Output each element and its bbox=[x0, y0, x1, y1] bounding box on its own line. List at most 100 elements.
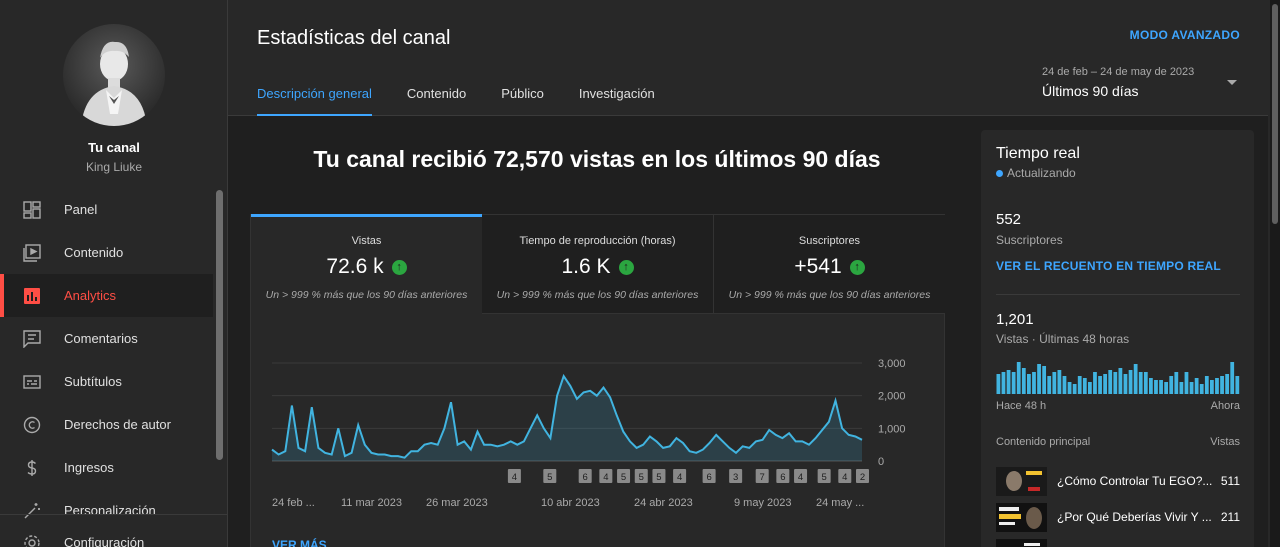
see-more-link[interactable]: VER MÁS bbox=[272, 537, 327, 547]
realtime-bar[interactable] bbox=[1143, 372, 1148, 394]
sidebar-scrollbar[interactable] bbox=[216, 190, 223, 460]
realtime-bar[interactable] bbox=[1052, 372, 1057, 394]
realtime-bar[interactable] bbox=[1103, 374, 1108, 394]
realtime-bar[interactable] bbox=[1149, 378, 1153, 394]
realtime-bar[interactable] bbox=[1088, 382, 1092, 394]
metric-value-row: +541 ↑ bbox=[714, 255, 945, 279]
realtime-bar[interactable] bbox=[1215, 378, 1219, 394]
realtime-bar[interactable] bbox=[1001, 372, 1006, 394]
realtime-bar[interactable] bbox=[1138, 372, 1143, 394]
realtime-bar[interactable] bbox=[1072, 384, 1077, 394]
realtime-bar[interactable] bbox=[1011, 372, 1016, 394]
video-count-marker[interactable] bbox=[838, 469, 852, 483]
realtime-subscribers-value: 552 bbox=[996, 211, 1022, 228]
metric-tab-views[interactable]: Vistas 72.6 k ↑ Un > 999 % más que los 9… bbox=[251, 214, 483, 314]
sidebar-item-earn[interactable]: Ingresos bbox=[0, 446, 213, 489]
realtime-bar[interactable] bbox=[1164, 382, 1169, 394]
realtime-bar[interactable] bbox=[1118, 368, 1123, 394]
realtime-bar[interactable] bbox=[1047, 376, 1052, 394]
realtime-bar[interactable] bbox=[1210, 380, 1214, 394]
realtime-bar[interactable] bbox=[1230, 362, 1235, 394]
sidebar-item-subtitles[interactable]: Subtítulos bbox=[0, 360, 213, 403]
realtime-bar[interactable] bbox=[1016, 362, 1021, 394]
video-count-marker[interactable] bbox=[634, 469, 648, 483]
channel-avatar[interactable] bbox=[63, 24, 165, 126]
realtime-bar[interactable] bbox=[1027, 374, 1031, 394]
video-count-marker[interactable] bbox=[673, 469, 687, 483]
realtime-bar[interactable] bbox=[1220, 376, 1224, 394]
realtime-bar[interactable] bbox=[1032, 372, 1036, 394]
video-count-marker[interactable] bbox=[755, 469, 769, 483]
video-count-label: 5 bbox=[822, 472, 827, 483]
realtime-bar[interactable] bbox=[1113, 372, 1118, 394]
date-range-text[interactable]: 24 de feb – 24 de may de 2023 bbox=[1042, 66, 1195, 78]
metric-tab-subscribers[interactable]: Suscriptores +541 ↑ Un > 999 % más que l… bbox=[714, 215, 945, 314]
video-count-marker[interactable] bbox=[599, 469, 613, 483]
chart-series-line[interactable] bbox=[271, 373, 863, 459]
realtime-axis-start: Hace 48 h bbox=[996, 400, 1047, 412]
realtime-bar[interactable] bbox=[1169, 376, 1174, 394]
sidebar-item-comments[interactable]: Comentarios bbox=[0, 317, 213, 360]
realtime-bar[interactable] bbox=[1082, 378, 1087, 394]
realtime-bar[interactable] bbox=[1154, 380, 1158, 394]
sidebar-item-copyright[interactable]: Derechos de autor bbox=[0, 403, 213, 446]
realtime-bar[interactable] bbox=[1235, 376, 1240, 394]
realtime-count-link[interactable]: VER EL RECUENTO EN TIEMPO REAL bbox=[996, 259, 1221, 273]
realtime-bar[interactable] bbox=[1077, 376, 1082, 394]
page-scrollbar-thumb[interactable] bbox=[1272, 4, 1278, 224]
realtime-bar[interactable] bbox=[1006, 370, 1011, 394]
realtime-bar[interactable] bbox=[1062, 376, 1067, 394]
realtime-bar[interactable] bbox=[1123, 374, 1128, 394]
advanced-mode-button[interactable]: MODO AVANZADO bbox=[1129, 28, 1240, 42]
tab-overview[interactable]: Descripción general bbox=[257, 86, 372, 116]
video-count-marker[interactable] bbox=[617, 469, 631, 483]
realtime-bar[interactable] bbox=[1133, 364, 1138, 394]
realtime-bar[interactable] bbox=[1128, 370, 1133, 394]
realtime-bar[interactable] bbox=[1098, 376, 1102, 394]
video-count-marker[interactable] bbox=[794, 469, 808, 483]
sidebar-item-panel[interactable]: Panel bbox=[0, 188, 213, 231]
sidebar-item-analytics[interactable]: Analytics bbox=[0, 274, 213, 317]
metric-tab-watch-time[interactable]: Tiempo de reproducción (horas) 1.6 K ↑ U… bbox=[482, 215, 714, 314]
realtime-bar[interactable] bbox=[1199, 384, 1204, 394]
realtime-bar[interactable] bbox=[1174, 372, 1179, 394]
tab-content[interactable]: Contenido bbox=[406, 86, 467, 101]
top-video-row[interactable] bbox=[996, 538, 1240, 547]
video-count-label: 4 bbox=[603, 472, 608, 483]
date-period-select[interactable]: Últimos 90 días bbox=[1042, 83, 1139, 99]
realtime-bar[interactable] bbox=[1042, 366, 1047, 394]
video-count-marker[interactable] bbox=[543, 469, 557, 483]
video-count-marker[interactable] bbox=[702, 469, 716, 483]
realtime-bar[interactable] bbox=[1108, 370, 1113, 394]
video-count-marker[interactable] bbox=[729, 469, 743, 483]
page-scrollbar[interactable] bbox=[1270, 0, 1280, 547]
sidebar-item-settings[interactable]: Configuración bbox=[0, 521, 213, 547]
chevron-down-icon[interactable] bbox=[1227, 80, 1237, 85]
top-video-row[interactable]: ¿Por Qué Deberías Vivir Y ... 211 bbox=[996, 502, 1240, 532]
realtime-bar[interactable] bbox=[996, 374, 1001, 394]
realtime-bar[interactable] bbox=[1179, 382, 1184, 394]
video-count-marker[interactable] bbox=[856, 469, 869, 483]
video-count-marker[interactable] bbox=[578, 469, 592, 483]
realtime-bar[interactable] bbox=[1037, 364, 1041, 394]
video-count-marker[interactable] bbox=[776, 469, 790, 483]
realtime-bar[interactable] bbox=[1021, 368, 1026, 394]
video-count-marker[interactable] bbox=[817, 469, 831, 483]
content-icon bbox=[22, 243, 42, 263]
realtime-bar[interactable] bbox=[1225, 374, 1230, 394]
video-count-marker[interactable] bbox=[652, 469, 666, 483]
tab-audience[interactable]: Público bbox=[501, 86, 544, 101]
realtime-bar[interactable] bbox=[1067, 382, 1072, 394]
realtime-bar[interactable] bbox=[1093, 372, 1097, 394]
tab-research[interactable]: Investigación bbox=[578, 86, 655, 101]
realtime-bar[interactable] bbox=[1189, 382, 1194, 394]
sidebar-item-content[interactable]: Contenido bbox=[0, 231, 213, 274]
realtime-bar[interactable] bbox=[1159, 380, 1163, 394]
realtime-bar[interactable] bbox=[1204, 376, 1209, 394]
x-tick-label: 24 feb ... bbox=[272, 497, 315, 509]
realtime-bar[interactable] bbox=[1194, 378, 1199, 394]
video-count-marker[interactable] bbox=[507, 469, 521, 483]
top-video-row[interactable]: ¿Cómo Controlar Tu EGO?... 511 bbox=[996, 466, 1240, 496]
realtime-bar[interactable] bbox=[1184, 372, 1189, 394]
realtime-bar[interactable] bbox=[1057, 370, 1062, 394]
